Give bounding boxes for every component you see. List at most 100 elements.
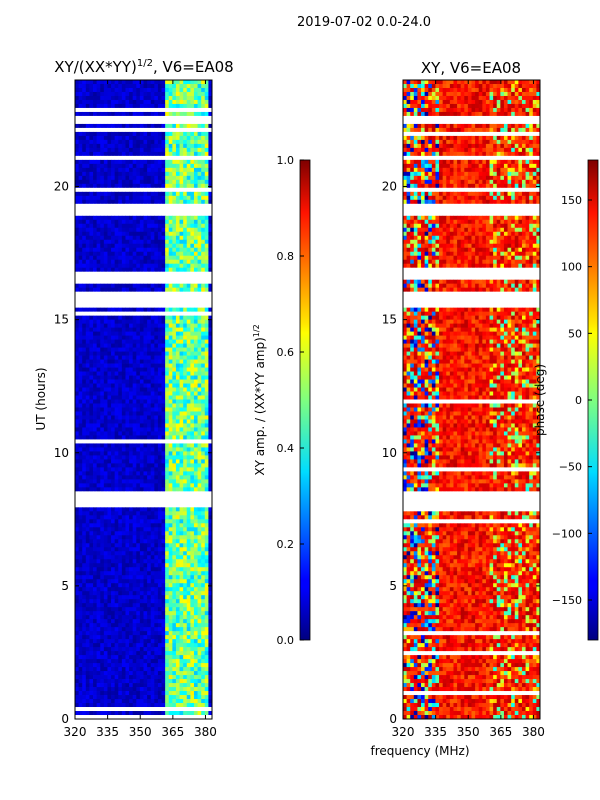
left-heat-cell: [78, 539, 83, 544]
left-heat-cell: [208, 499, 213, 504]
left-heat-cell: [147, 259, 152, 265]
left-heat-cell: [111, 147, 116, 153]
left-heat-cell: [85, 311, 90, 317]
left-heat-cell: [154, 187, 159, 193]
left-heat-cell: [118, 599, 123, 604]
left-heat-cell: [183, 407, 188, 412]
left-heat-cell: [85, 131, 90, 137]
left-heat-cell: [85, 83, 90, 89]
left-heat-cell: [172, 251, 177, 257]
left-heat-cell: [154, 475, 159, 480]
left-heat-cell: [111, 223, 116, 229]
left-heat-cell: [93, 571, 98, 576]
left-heat-cell: [190, 383, 195, 388]
left-heat-cell: [100, 335, 105, 340]
left-heat-cell: [201, 99, 206, 105]
left-heat-cell: [78, 283, 83, 289]
left-heat-cell: [121, 287, 126, 293]
left-heat-cell: [129, 555, 134, 560]
left-heat-cell: [121, 243, 126, 249]
left-heat-cell: [204, 531, 209, 536]
left-heat-cell: [147, 411, 152, 416]
left-heat-cell: [161, 199, 166, 205]
left-heat-cell: [186, 455, 191, 460]
left-heat-cell: [114, 383, 119, 388]
left-heat-cell: [129, 263, 134, 269]
left-heat-cell: [143, 539, 148, 544]
left-heat-cell: [103, 347, 108, 352]
left-heat-cell: [139, 315, 144, 321]
left-heat-cell: [132, 119, 137, 125]
left-heat-cell: [154, 407, 159, 412]
left-heat-cell: [78, 555, 83, 560]
left-heat-cell: [125, 227, 130, 233]
left-heat-cell: [190, 567, 195, 572]
left-heat-cell: [114, 111, 119, 117]
left-heat-cell: [82, 183, 87, 189]
left-heat-cell: [186, 239, 191, 245]
left-heat-cell: [183, 379, 188, 384]
left-heat-cell: [118, 487, 123, 492]
left-heat-cell: [190, 263, 195, 269]
left-heat-cell: [121, 571, 126, 576]
left-heat-cell: [139, 547, 144, 552]
left-heat-cell: [208, 143, 213, 149]
left-heat-cell: [154, 359, 159, 364]
left-heat-cell: [111, 575, 116, 580]
left-heat-cell: [100, 495, 105, 500]
left-heat-cell: [197, 375, 202, 380]
left-heat-cell: [190, 183, 195, 189]
left-heat-cell: [93, 347, 98, 352]
left-heat-cell: [186, 479, 191, 484]
left-heat-cell: [103, 279, 108, 285]
left-heat-cell: [150, 467, 155, 472]
left-heat-cell: [100, 419, 105, 424]
left-heat-cell: [85, 327, 90, 332]
left-heat-cell: [78, 423, 83, 428]
left-heat-cell: [93, 363, 98, 368]
left-heat-cell: [161, 87, 166, 93]
left-heat-cell: [161, 171, 166, 177]
left-heat-cell: [143, 239, 148, 245]
left-heat-cell: [193, 223, 198, 229]
left-heat-cell: [143, 123, 148, 129]
left-heat-cell: [197, 463, 202, 468]
left-heat-cell: [143, 487, 148, 492]
left-heat-cell: [204, 359, 209, 364]
left-heat-cell: [107, 355, 112, 360]
left-heat-cell: [172, 139, 177, 145]
left-heat-cell: [107, 563, 112, 568]
left-heat-cell: [129, 231, 134, 237]
left-heat-cell: [147, 591, 152, 596]
left-heat-cell: [111, 211, 116, 217]
left-heat-cell: [93, 323, 98, 329]
left-heat-cell: [150, 511, 155, 516]
left-heat-cell: [172, 503, 177, 508]
left-heat-cell: [183, 80, 188, 85]
left-heat-cell: [75, 503, 80, 508]
left-heat-cell: [96, 515, 101, 520]
left-heat-cell: [208, 179, 213, 185]
left-heat-cell: [118, 475, 123, 480]
left-heat-cell: [193, 279, 198, 285]
left-heat-cell: [114, 339, 119, 344]
left-heat-cell: [150, 187, 155, 193]
left-heat-cell: [136, 147, 141, 153]
left-heat-cell: [165, 407, 170, 412]
left-heat-cell: [75, 143, 80, 149]
left-heat-cell: [89, 167, 94, 173]
left-heat-cell: [100, 491, 105, 496]
left-heat-cell: [179, 467, 184, 472]
left-heat-cell: [186, 255, 191, 261]
left-heat-cell: [165, 271, 170, 277]
left-heat-cell: [114, 163, 119, 169]
left-heat-cell: [208, 447, 213, 452]
left-heat-cell: [93, 335, 98, 340]
left-heat-cell: [201, 379, 206, 384]
left-heat-cell: [150, 239, 155, 245]
left-heat-cell: [114, 439, 119, 444]
left-heat-cell: [147, 571, 152, 576]
left-heat-cell: [190, 111, 195, 117]
left-heat-cell: [132, 359, 137, 364]
left-heat-cell: [208, 391, 213, 396]
